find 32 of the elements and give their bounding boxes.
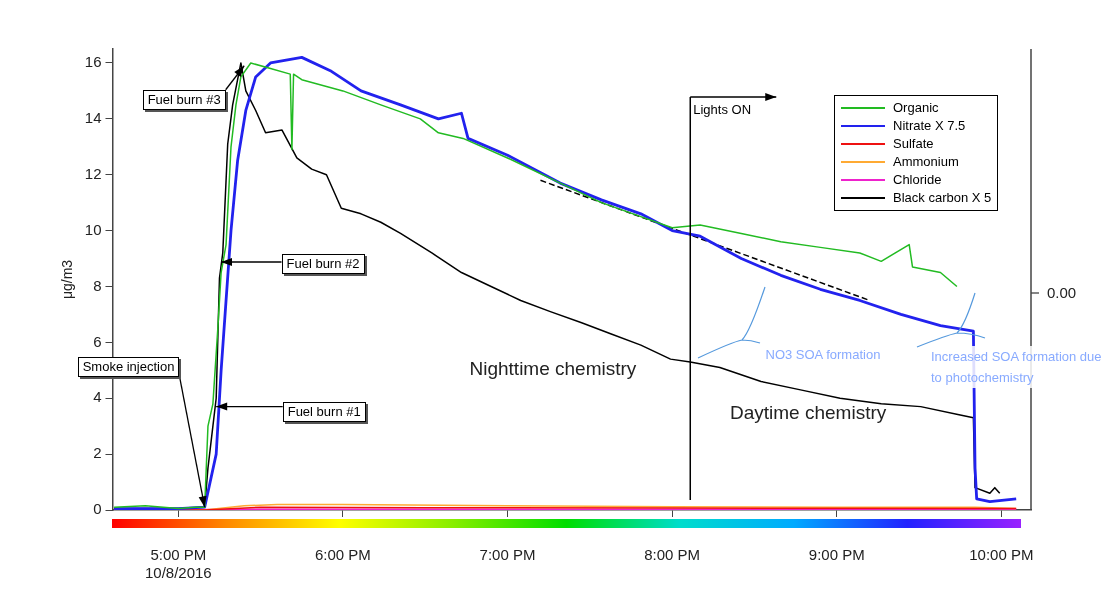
y-tick-label: 16 <box>84 53 102 71</box>
y-axis-title: μg/m3 <box>59 259 76 300</box>
text: 0.00 <box>1047 284 1077 301</box>
y-tick-label: 12 <box>84 164 102 182</box>
y-tick-label: 4 <box>93 388 102 406</box>
legend-label: Chloride <box>893 171 942 189</box>
annotation: Fuel burn #1 <box>282 401 366 422</box>
y-tick-label: 14 <box>84 108 102 126</box>
y-tick-label: 0 <box>93 500 102 518</box>
ref-line-label: Lights ON <box>693 102 752 118</box>
legend-label: Nitrate X 7.5 <box>893 117 966 135</box>
x-tick-label: 9:00 PM <box>808 546 865 564</box>
x-tick-label: 6:00 PM <box>315 546 371 564</box>
legend-label: Organic <box>893 99 939 117</box>
annotation: NO3 SOA formation <box>765 347 881 363</box>
x-tick-label: 8:00 PM <box>644 546 701 564</box>
legend-label: Black carbon X 5 <box>893 189 992 207</box>
annotation: Nighttime chemistry <box>469 358 637 379</box>
y-tick-label: 8 <box>93 276 102 294</box>
y-tick-label: 10 <box>84 220 102 238</box>
annotation: Increased SOA formation due to photochemistry <box>931 346 1103 388</box>
x-tick-label: 5:00 PM 10/8/2016 <box>144 546 212 582</box>
y-tick-label: 6 <box>93 332 102 350</box>
y-tick-label: 2 <box>93 444 102 462</box>
legend-label: Ammonium <box>893 153 959 171</box>
annotation: Fuel burn #2 <box>281 254 365 274</box>
annotation: Daytime chemistry <box>730 402 887 423</box>
legend-label: Sulfate <box>893 135 934 153</box>
x-tick-label: 10:00 PM <box>969 546 1034 564</box>
annotation: Smoke injection <box>77 357 180 378</box>
annotation: Fuel burn #3 <box>142 89 226 110</box>
x-tick-label: 7:00 PM <box>479 546 536 564</box>
